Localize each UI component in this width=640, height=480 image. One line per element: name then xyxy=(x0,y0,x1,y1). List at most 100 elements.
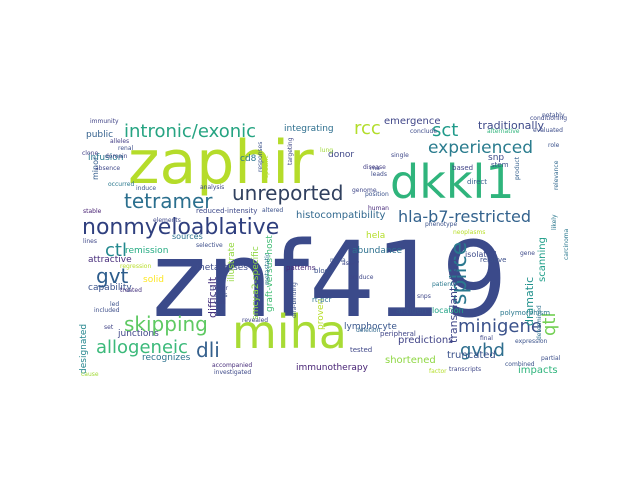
cloud-word-gvt: gvt xyxy=(96,264,129,288)
cloud-word-patient: patient xyxy=(432,281,454,288)
cloud-word-metastatic: metastatic xyxy=(264,253,271,285)
cloud-word-dli: dli xyxy=(196,338,220,362)
cloud-word-rna: rna xyxy=(370,165,380,172)
cloud-word-conclude: conclude xyxy=(410,128,437,135)
cloud-word-domain: domain xyxy=(105,153,128,160)
cloud-word-stable: stable xyxy=(83,208,102,215)
cloud-word-skipping: skipping xyxy=(124,312,208,336)
cloud-word-intronic-exonic: intronic/exonic xyxy=(124,121,256,142)
cloud-word-hela: hela xyxy=(366,231,385,241)
cloud-word-isolated: isolated xyxy=(465,250,497,259)
cloud-word-product: product xyxy=(514,156,521,180)
cloud-word-elements: elements xyxy=(153,217,181,224)
cloud-word-role: role xyxy=(548,142,560,149)
cloud-word-treated: treated xyxy=(120,287,142,294)
cloud-word-predictions: predictions xyxy=(398,335,453,346)
cloud-word-junctions: junctions xyxy=(117,329,159,339)
cloud-word-shortened: shortened xyxy=(385,355,436,366)
cloud-word-allogeneic: allogeneic xyxy=(96,337,188,358)
cloud-word-disease: disease xyxy=(363,164,386,171)
cloud-word-peripheral: peripheral xyxy=(380,330,416,338)
cloud-word-capability: capability xyxy=(88,283,132,293)
cloud-word-expression: expression xyxy=(515,338,548,345)
cloud-word-single: single xyxy=(391,152,409,159)
cloud-word-splice: splice xyxy=(447,242,472,305)
cloud-word-graft-versus-host: graft-versus-host xyxy=(265,235,275,312)
cloud-word-sct: sct xyxy=(432,120,458,141)
cloud-word-factor: factor xyxy=(429,368,447,375)
cloud-word-nonmyeloablative: nonmyeloablative xyxy=(82,215,279,240)
cloud-word-recognizes: recognizes xyxy=(142,353,191,363)
cloud-word-alleles: alleles xyxy=(110,138,129,145)
cloud-word-accompanied: accompanied xyxy=(212,362,252,369)
cloud-word-dkkl1: dkkl1 xyxy=(390,155,515,209)
cloud-word-histocompatibility: histocompatibility xyxy=(296,210,386,221)
cloud-word-set: set xyxy=(104,324,114,331)
cloud-word-emergence: emergence xyxy=(384,116,440,127)
cloud-word-cause: cause xyxy=(81,371,99,378)
cloud-word-determined: determined xyxy=(536,305,543,340)
cloud-word-sources: sources xyxy=(172,232,203,241)
cloud-word-occurred: occurred xyxy=(108,181,134,188)
cloud-word-neoplasms: neoplasms xyxy=(453,229,485,236)
cloud-word-regression: regression xyxy=(120,263,151,270)
cloud-word-donor: donor xyxy=(328,150,354,160)
cloud-word-impacts: impacts xyxy=(518,365,558,376)
cloud-word-gene: gene xyxy=(520,250,535,257)
cloud-word-public: public xyxy=(86,130,113,140)
cloud-word-difficult: difficult xyxy=(206,276,219,318)
cloud-word-minor: minor xyxy=(91,156,100,180)
cloud-word-produce: produce xyxy=(349,274,374,281)
cloud-word-included: included xyxy=(94,307,120,314)
cloud-word-lines: lines xyxy=(83,238,97,245)
cloud-word-znf419: znf419 xyxy=(152,219,508,341)
cloud-word-designated: designated xyxy=(79,324,89,374)
cloud-word-cd8: cd8 xyxy=(240,154,257,164)
cloud-word-conditioning: conditioning xyxy=(530,115,567,122)
cloud-word-polymorphism: polymorphism xyxy=(500,309,550,317)
cloud-word-based: based xyxy=(452,164,473,172)
cloud-word-illustrate: illustrate xyxy=(227,242,237,282)
cloud-word-deletion: deletion xyxy=(356,327,381,334)
cloud-word-miha: miha xyxy=(232,305,347,359)
cloud-word-mrna: mrna xyxy=(330,257,346,264)
cloud-word-analysis: analysis xyxy=(200,184,224,191)
cloud-word-evaluated: evaluated xyxy=(533,127,563,134)
cloud-word-attractive: attractive xyxy=(88,255,132,265)
cloud-word-lung: lung xyxy=(320,147,333,154)
cloud-word-hla-b7-restricted: hla-b7-restricted xyxy=(398,207,531,226)
cloud-word-led: led xyxy=(110,301,119,308)
cloud-word-rcc: rcc xyxy=(354,118,381,139)
cloud-word-investigated: investigated xyxy=(214,369,251,376)
cloud-word-solid: solid xyxy=(143,275,164,285)
cloud-word-partial: partial xyxy=(541,355,561,362)
cloud-word-experienced: experienced xyxy=(428,138,533,158)
cloud-word-immunotherapy: immunotherapy xyxy=(296,363,369,373)
cloud-word-dna-binding: dna-binding xyxy=(291,282,298,318)
cloud-word-lymphocyte: lymphocyte xyxy=(344,322,397,332)
cloud-word-gvhd: gvhd xyxy=(460,340,505,361)
cloud-word-tetramer: tetramer xyxy=(124,189,213,213)
cloud-word-leads: leads xyxy=(371,171,387,178)
cloud-word-blood: blood xyxy=(314,267,333,275)
cloud-word-rt-pcr: rt-pcr xyxy=(312,296,331,304)
cloud-word-likely: likely xyxy=(551,214,558,230)
cloud-word-direct: direct xyxy=(467,178,487,186)
cloud-word-reduced-intensity: reduced-intensity xyxy=(196,207,257,215)
cloud-word-integrating: integrating xyxy=(284,124,334,134)
cloud-word-carcinoma: carcinoma xyxy=(563,228,570,260)
cloud-word-well: well xyxy=(214,299,226,306)
cloud-word-zaphir: zaphir xyxy=(128,128,314,198)
cloud-word-proven: proven xyxy=(316,299,326,330)
cloud-word-alternative: alternative xyxy=(487,128,520,135)
cloud-word-abundance: abundance xyxy=(352,246,403,256)
cloud-word-phenotype: phenotype xyxy=(425,221,457,228)
cloud-word-truncated: truncated xyxy=(447,350,496,361)
cloud-word-location: location xyxy=(432,306,464,315)
cloud-word-relevance: relevance xyxy=(553,160,560,190)
cloud-word-metastases: metastases xyxy=(196,263,248,273)
cloud-word-antigen: antigen xyxy=(396,306,426,315)
cloud-word-final: final xyxy=(480,335,493,342)
cloud-word-unreported: unreported xyxy=(232,181,343,205)
